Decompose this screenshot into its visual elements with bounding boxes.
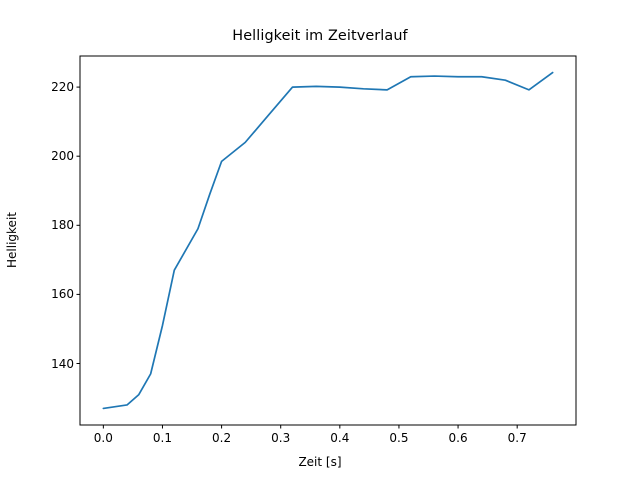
tick-marks <box>76 86 518 429</box>
x-tick-label: 0.5 <box>389 431 409 445</box>
x-tick-label: 0.4 <box>330 431 350 445</box>
y-tick-label: 180 <box>51 218 74 233</box>
x-tick-label: 0.0 <box>93 431 113 445</box>
y-axis-label: Helligkeit <box>5 212 19 268</box>
axes-background <box>80 56 576 425</box>
y-tick-label: 200 <box>51 149 74 164</box>
axes-frame <box>79 55 577 426</box>
x-tick-label: 0.2 <box>212 431 232 445</box>
x-axis-label: Zeit [s] <box>298 455 342 469</box>
x-tick-label: 0.6 <box>448 431 468 445</box>
y-tick-label: 160 <box>51 287 74 302</box>
data-series-line <box>102 71 554 410</box>
y-tick-label: 220 <box>51 80 74 95</box>
x-tick-label: 0.7 <box>507 431 527 445</box>
chart-title: Helligkeit im Zeitverlauf <box>232 28 408 44</box>
x-tick-label: 0.1 <box>152 431 173 445</box>
y-tick-label: 140 <box>51 356 74 371</box>
x-tick-label: 0.3 <box>271 431 291 445</box>
